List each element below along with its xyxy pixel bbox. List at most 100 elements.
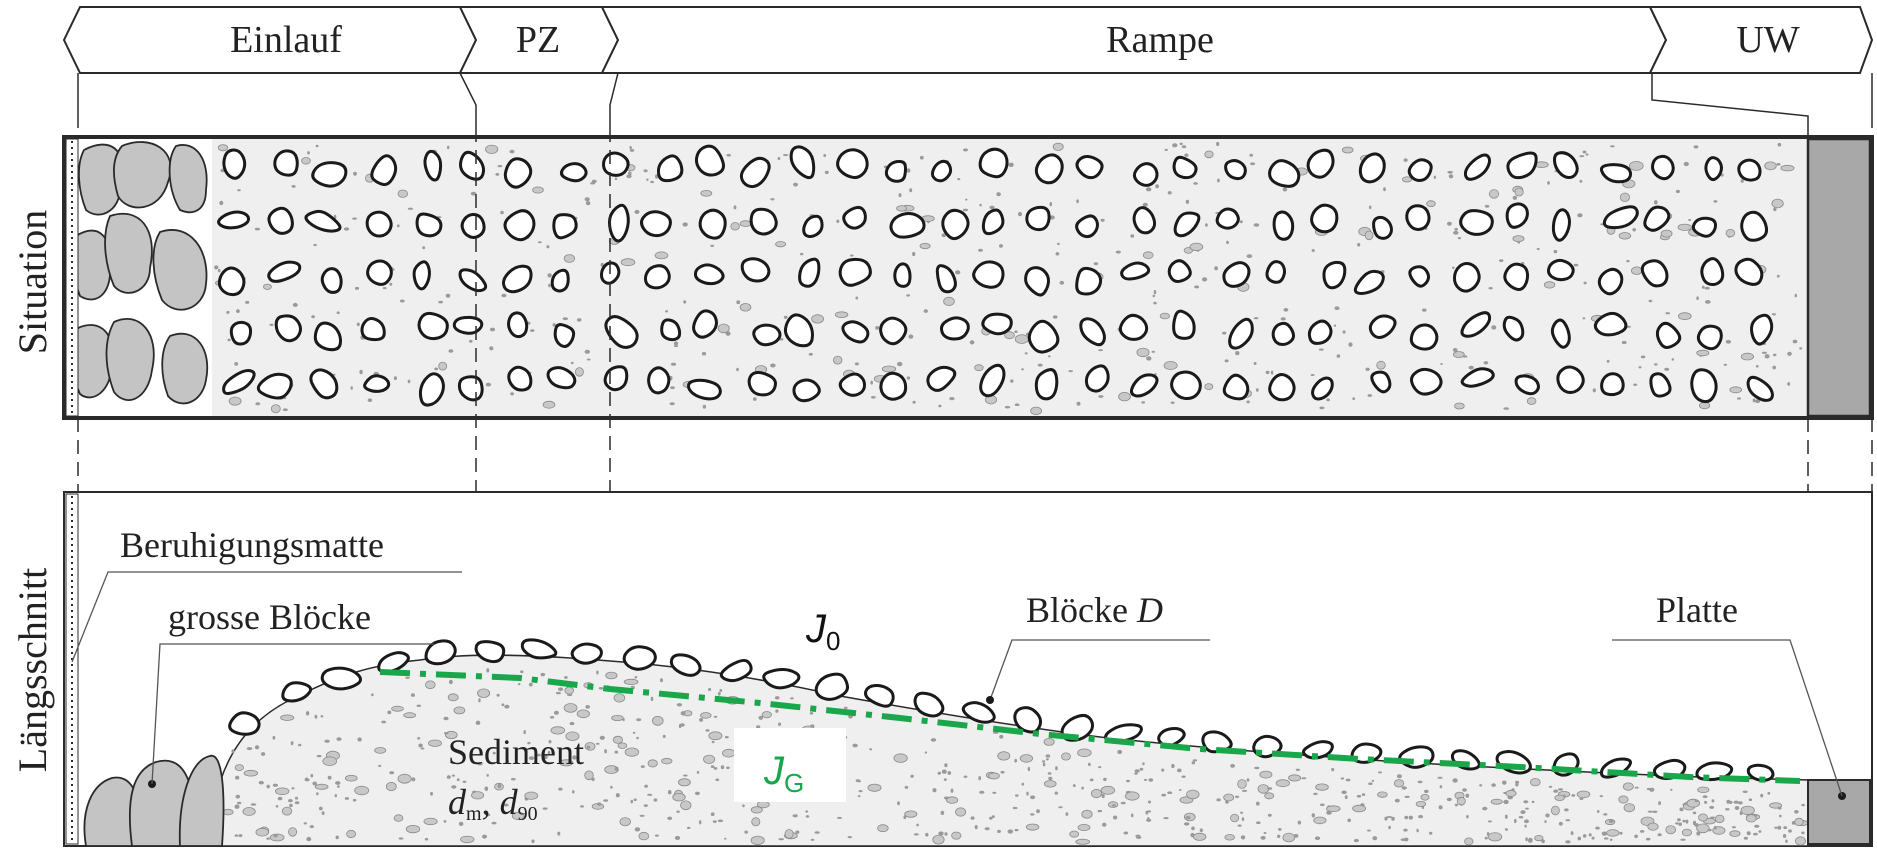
sediment-grain	[699, 718, 704, 722]
sediment-grain	[596, 742, 600, 745]
plan-stone	[1311, 376, 1334, 401]
sediment-grain	[1408, 815, 1413, 820]
plan-stone	[1129, 373, 1159, 398]
sediment-grain	[1622, 782, 1634, 791]
grosse-bloecke-text: grosse Blöcke	[168, 597, 371, 637]
sediment-grain	[988, 772, 1000, 780]
sediment-grain	[301, 157, 311, 165]
jg-label: JG	[763, 749, 804, 798]
sediment-grain	[407, 207, 413, 210]
surface-block	[1157, 726, 1186, 748]
sediment-grain	[944, 763, 948, 768]
plan-stone	[222, 368, 256, 396]
sediment-grain	[719, 689, 723, 692]
plan-stone	[783, 313, 814, 348]
plan-stone	[304, 209, 342, 233]
sediment-grain	[352, 798, 357, 802]
j0-label: J0	[805, 607, 840, 656]
sediment-grain	[1280, 317, 1286, 321]
sediment-grain	[1692, 811, 1697, 815]
sediment-grain	[1488, 189, 1500, 199]
sediment-grain	[1341, 790, 1347, 795]
sediment-grain	[542, 807, 548, 810]
plan-stone	[370, 154, 398, 187]
plan-stone	[739, 156, 771, 189]
plan-stone	[1370, 370, 1392, 394]
sediment-grain	[636, 736, 639, 740]
sediment-grain	[389, 282, 393, 286]
sediment-grain	[382, 287, 387, 290]
sediment-grain	[542, 400, 556, 409]
sediment-grain	[632, 731, 636, 734]
sediment-grain	[1678, 822, 1682, 826]
surface-block	[228, 711, 261, 736]
sediment-grain	[1311, 249, 1315, 252]
sediment-grain	[1055, 252, 1060, 256]
plan-stone	[1025, 205, 1051, 232]
sediment-grain	[1214, 266, 1218, 271]
sediment-grain	[930, 738, 937, 742]
sediment-grain	[1523, 800, 1529, 804]
sediment-grain	[724, 837, 727, 840]
sediment-grain	[305, 711, 310, 716]
sediment-grain	[742, 804, 745, 808]
sediment-grain	[1000, 770, 1005, 774]
sediment-grain	[1579, 797, 1582, 800]
plan-stone	[639, 210, 672, 238]
sediment-grain	[1310, 374, 1315, 376]
sediment-grain	[255, 402, 261, 406]
sediment-grain	[1764, 161, 1777, 171]
sediment-grain	[1634, 834, 1638, 839]
sediment-grain	[1058, 806, 1063, 809]
plan-stone	[1651, 154, 1675, 181]
sediment-grain	[1240, 811, 1244, 814]
sediment-grain	[324, 739, 330, 743]
sediment-grain	[1638, 366, 1642, 369]
sediment-grain	[974, 364, 984, 372]
sediment-grain	[770, 198, 775, 201]
section-large-blocks	[83, 755, 225, 847]
sediment-grain	[957, 178, 961, 181]
plan-stone	[838, 372, 867, 397]
sediment-grain	[1483, 361, 1489, 365]
sediment-grain	[941, 233, 947, 238]
sediment-grain	[610, 785, 613, 789]
sediment-grain	[940, 810, 945, 816]
section-chevron-uw	[1648, 6, 1874, 74]
sediment-grain	[1401, 786, 1407, 790]
sediment-grain	[1075, 838, 1091, 845]
sediment-grain	[1148, 800, 1151, 804]
plan-stone	[1265, 260, 1287, 284]
sediment-grain	[304, 778, 310, 782]
sediment-grain	[1189, 242, 1204, 252]
sediment-grain	[702, 404, 707, 409]
sediment-grain	[950, 788, 954, 793]
sediment-grain	[1326, 805, 1341, 812]
sediment-grain	[919, 155, 924, 160]
sediment-grain	[1745, 814, 1757, 823]
sediment-grain	[282, 408, 288, 412]
sediment-grain	[510, 778, 516, 781]
sediment-grain	[1014, 828, 1019, 832]
sediment-grain	[434, 367, 439, 371]
sediment-grain	[1264, 792, 1275, 800]
surface-block	[864, 684, 895, 708]
sediment-grain	[1164, 148, 1168, 151]
plan-stone	[229, 320, 253, 346]
surface-block	[570, 642, 603, 665]
sediment-grain	[1163, 817, 1169, 820]
sediment-grain	[897, 361, 903, 367]
sediment-grain	[962, 208, 969, 212]
sediment-grain	[837, 816, 842, 819]
sediment-grain	[1239, 220, 1243, 224]
plan-stone	[692, 309, 718, 339]
sediment-grain	[292, 302, 298, 307]
sediment-grain	[1583, 281, 1587, 285]
annotation-leaders	[71, 571, 1843, 797]
sediment-grain	[1153, 301, 1157, 305]
sediment-grain	[1579, 155, 1585, 158]
sediment-grain	[503, 803, 509, 807]
sediment-grain	[730, 222, 740, 231]
sediment-grain	[1426, 200, 1436, 208]
plan-stone	[1514, 374, 1540, 396]
